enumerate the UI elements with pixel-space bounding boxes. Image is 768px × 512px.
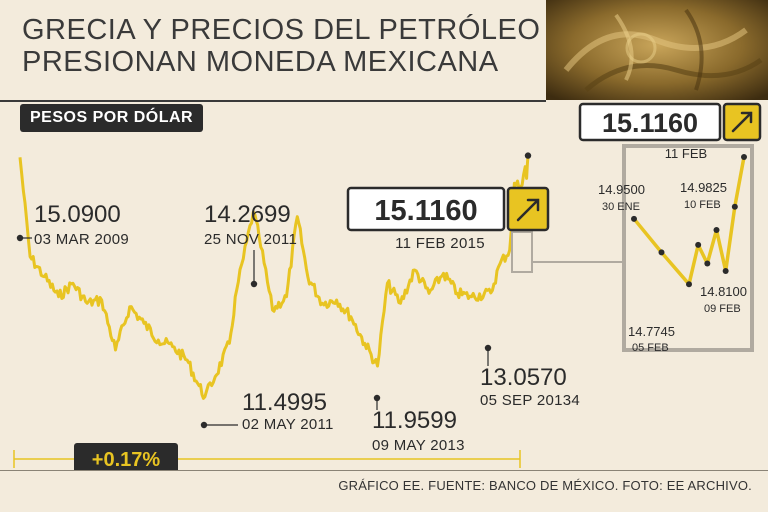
inset-point bbox=[704, 260, 711, 267]
source-divider bbox=[0, 470, 768, 471]
latest-date-text: 11 FEB 2015 bbox=[395, 235, 485, 252]
title-divider bbox=[0, 100, 546, 102]
inset-point bbox=[731, 203, 738, 210]
annotation-date-may2011: 02 MAY 2011 bbox=[242, 416, 334, 433]
inset-latest-value: 15.1160 bbox=[602, 108, 698, 138]
latest-value-box bbox=[346, 186, 506, 232]
title-line-1: GRECIA Y PRECIOS DEL PETRÓLEO bbox=[22, 14, 541, 46]
title-line-2: PRESIONAN MONEDA MEXICANA bbox=[22, 46, 499, 78]
annotation-date-sep2014: 05 SEP 20134 bbox=[480, 392, 580, 409]
inset-value-feb09: 14.8100 bbox=[700, 284, 747, 299]
inset-point bbox=[722, 268, 729, 274]
inset-frame bbox=[622, 144, 754, 352]
annotation-dot-may2011 bbox=[200, 421, 208, 429]
annotation-dot-latest bbox=[524, 152, 532, 159]
coin-photo bbox=[546, 0, 768, 100]
annotation-value-start: 15.0900 bbox=[34, 201, 121, 228]
chart-title: GRECIA Y PRECIOS DEL PETRÓLEO PRESIONAN … bbox=[22, 14, 542, 78]
exchange-rate-chart: 15.0900 03 MAR 2009 14.2699 25 NOV 2011 11.4… bbox=[13, 102, 762, 470]
inset-value-feb10: 14.9825 bbox=[680, 180, 727, 195]
annotation-date-may2013: 09 MAY 2013 bbox=[372, 437, 465, 454]
inset-date-feb10: 10 FEB bbox=[684, 199, 721, 211]
arrow-up-right-icon bbox=[731, 111, 753, 133]
inset-series-line bbox=[632, 156, 746, 286]
inset-latest-box bbox=[578, 102, 722, 142]
annotation-date-start: 03 MAR 2009 bbox=[34, 231, 129, 248]
inset-point bbox=[695, 241, 702, 248]
source-note: GRÁFICO EE. FUENTE: BANCO DE MÉXICO. FOT… bbox=[338, 478, 752, 493]
inset-date-feb09: 09 FEB bbox=[704, 303, 741, 315]
annotation-value-nov2011: 14.2699 bbox=[204, 201, 291, 228]
inset-date-feb05: 05 FEB bbox=[632, 342, 669, 354]
latest-value-text: 15.1160 bbox=[374, 195, 477, 227]
inset-point bbox=[741, 153, 747, 160]
change-badge bbox=[74, 443, 178, 470]
change-badge-text: +0.17% bbox=[92, 449, 161, 470]
units-badge: PESOS POR DÓLAR bbox=[20, 104, 204, 132]
annotation-value-may2013: 11.9599 bbox=[372, 407, 457, 434]
annotation-date-nov2011: 25 NOV 2011 bbox=[204, 231, 297, 248]
annotation-dot-sep2014 bbox=[484, 344, 492, 352]
annotation-value-sep2014: 13.0570 bbox=[480, 364, 567, 391]
inset-point bbox=[713, 227, 720, 233]
inset-point bbox=[686, 281, 692, 288]
arrow-up-right-icon bbox=[516, 198, 540, 222]
main-series-line bbox=[18, 155, 530, 400]
inset-value-jan30: 14.9500 bbox=[598, 182, 645, 197]
inset-point bbox=[631, 215, 637, 222]
inset-latest-date: 11 FEB bbox=[665, 146, 707, 161]
annotation-dot-nov2011 bbox=[250, 280, 258, 288]
annotation-dot-start bbox=[16, 234, 24, 242]
inset-date-jan30: 30 ENE bbox=[602, 201, 640, 213]
annotation-value-may2011: 11.4995 bbox=[242, 389, 327, 416]
zoom-window bbox=[511, 231, 533, 273]
annotation-dot-may2013 bbox=[373, 394, 381, 402]
inset-value-feb05: 14.7745 bbox=[628, 324, 675, 339]
inset-point bbox=[658, 249, 665, 256]
